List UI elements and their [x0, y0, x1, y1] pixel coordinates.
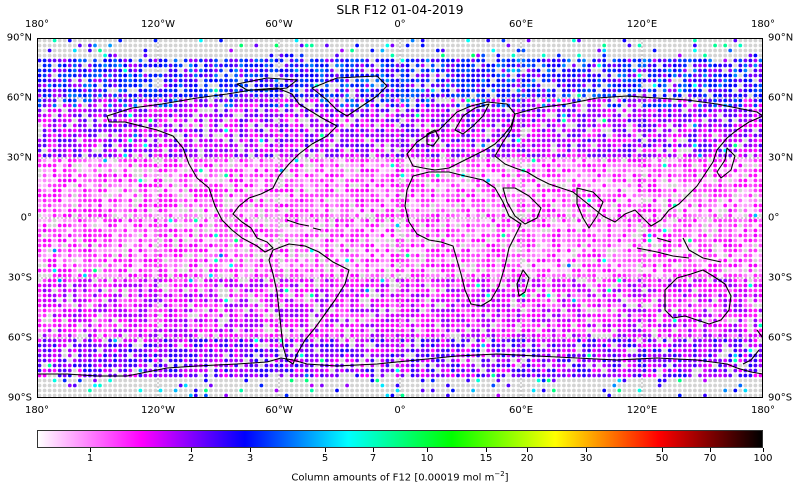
- latitude-label: 60°S: [7, 332, 32, 344]
- gridlines: [37, 38, 763, 398]
- colorbar-tick-label: 30: [579, 453, 593, 464]
- latitude-label: 60°N: [768, 92, 794, 104]
- longitude-label: 180°: [750, 405, 776, 416]
- colorbar-tick-mark: [662, 448, 663, 452]
- map-title: SLR F12 01-04-2019: [336, 2, 464, 17]
- colorbar-tick-mark: [373, 448, 374, 452]
- colorbar-tick-label: 15: [479, 453, 493, 464]
- colorbar-tick-label: 7: [369, 453, 377, 464]
- longitude-label: 60°E: [508, 19, 534, 30]
- latitude-label: 30°N: [6, 152, 32, 164]
- longitude-label: 120°E: [626, 405, 658, 416]
- longitude-label: 180°: [24, 405, 50, 416]
- longitude-label: 60°E: [508, 405, 534, 416]
- colorbar-tick-label: 3: [246, 453, 254, 464]
- colorbar-tick-label: 20: [520, 453, 534, 464]
- longitude-label: 180°: [750, 19, 776, 30]
- colorbar-tick-label: 10: [420, 453, 434, 464]
- colorbar: [37, 430, 763, 448]
- latitude-label: 30°S: [768, 272, 793, 284]
- latitude-label: 90°N: [6, 32, 32, 44]
- latitude-label: 90°S: [7, 392, 32, 404]
- colorbar-tick-mark: [90, 448, 91, 452]
- colorbar-tick-mark: [191, 448, 192, 452]
- latitude-label: 30°N: [768, 152, 794, 164]
- longitude-label: 120°W: [141, 19, 175, 30]
- colorbar-tick-label: 100: [753, 453, 773, 464]
- latitude-label: 0°: [20, 212, 32, 224]
- colorbar-tick-mark: [586, 448, 587, 452]
- colorbar-tick-label: 70: [703, 453, 717, 464]
- longitude-label: 0°: [394, 405, 406, 416]
- longitude-label: 0°: [394, 19, 406, 30]
- colorbar-tick-mark: [325, 448, 326, 452]
- longitude-label: 120°W: [141, 405, 175, 416]
- colorbar-tick-label: 2: [187, 453, 195, 464]
- latitude-label: 90°N: [768, 32, 794, 44]
- longitude-label: 120°E: [626, 19, 658, 30]
- colorbar-tick-mark: [710, 448, 711, 452]
- colorbar-tick-label: 50: [655, 453, 669, 464]
- map-frame: [37, 38, 763, 398]
- colorbar-label: Column amounts of F12 [0.00019 mol m−2]: [291, 470, 509, 484]
- data-points: [37, 38, 763, 398]
- colorbar-tick-mark: [486, 448, 487, 452]
- latitude-label: 30°S: [7, 272, 32, 284]
- colorbar-tick-label: 5: [321, 453, 329, 464]
- colorbar-tick-label: 1: [86, 453, 94, 464]
- latitude-label: 90°S: [768, 392, 793, 404]
- colorbar-tick-mark: [250, 448, 251, 452]
- world-map-plot: [37, 38, 763, 398]
- longitude-label: 60°W: [265, 405, 293, 416]
- longitude-label: 60°W: [265, 19, 293, 30]
- latitude-label: 60°N: [6, 92, 32, 104]
- latitude-label: 0°: [768, 212, 780, 224]
- latitude-label: 60°S: [768, 332, 793, 344]
- coastlines: [37, 75, 763, 377]
- longitude-label: 180°: [24, 19, 50, 30]
- colorbar-tick-mark: [527, 448, 528, 452]
- colorbar-tick-mark: [427, 448, 428, 452]
- colorbar-tick-mark: [763, 448, 764, 452]
